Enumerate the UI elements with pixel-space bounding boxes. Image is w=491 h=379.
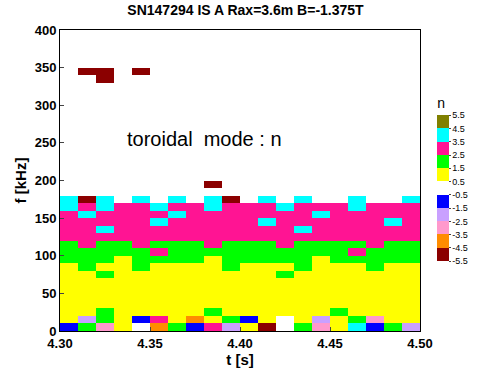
- svg-text:2.5: 2.5: [452, 150, 465, 160]
- svg-text:400: 400: [35, 23, 57, 38]
- svg-text:350: 350: [35, 60, 57, 75]
- svg-text:n: n: [437, 95, 445, 111]
- svg-text:-2.5: -2.5: [452, 217, 468, 227]
- svg-text:250: 250: [35, 135, 57, 150]
- svg-text:4.30: 4.30: [47, 336, 72, 351]
- svg-text:4.45: 4.45: [317, 336, 342, 351]
- svg-text:4.5: 4.5: [452, 124, 465, 134]
- svg-text:5.5: 5.5: [452, 110, 465, 120]
- svg-text:50: 50: [42, 286, 56, 301]
- svg-text:200: 200: [35, 173, 57, 188]
- svg-text:300: 300: [35, 98, 57, 113]
- svg-text:-5.5: -5.5: [452, 256, 468, 266]
- svg-text:1.5: 1.5: [452, 163, 465, 173]
- svg-text:3.5: 3.5: [452, 137, 465, 147]
- svg-text:0.5: 0.5: [452, 177, 465, 187]
- svg-text:-0.5: -0.5: [452, 190, 468, 200]
- svg-text:f [kHz]: f [kHz]: [12, 158, 29, 204]
- svg-text:toroidal mode : n: toroidal mode : n: [127, 128, 282, 150]
- svg-text:-4.5: -4.5: [452, 243, 468, 253]
- svg-text:100: 100: [35, 248, 57, 263]
- svg-text:4.35: 4.35: [137, 336, 162, 351]
- svg-text:-1.5: -1.5: [452, 203, 468, 213]
- svg-text:150: 150: [35, 211, 57, 226]
- svg-text:4.40: 4.40: [227, 336, 252, 351]
- svg-text:t [s]: t [s]: [226, 351, 254, 368]
- svg-text:4.50: 4.50: [407, 336, 432, 351]
- svg-text:0: 0: [49, 324, 56, 339]
- svg-text:SN147294 IS A Rax=3.6m B=-1.37: SN147294 IS A Rax=3.6m B=-1.375T: [127, 2, 364, 18]
- svg-text:-3.5: -3.5: [452, 230, 468, 240]
